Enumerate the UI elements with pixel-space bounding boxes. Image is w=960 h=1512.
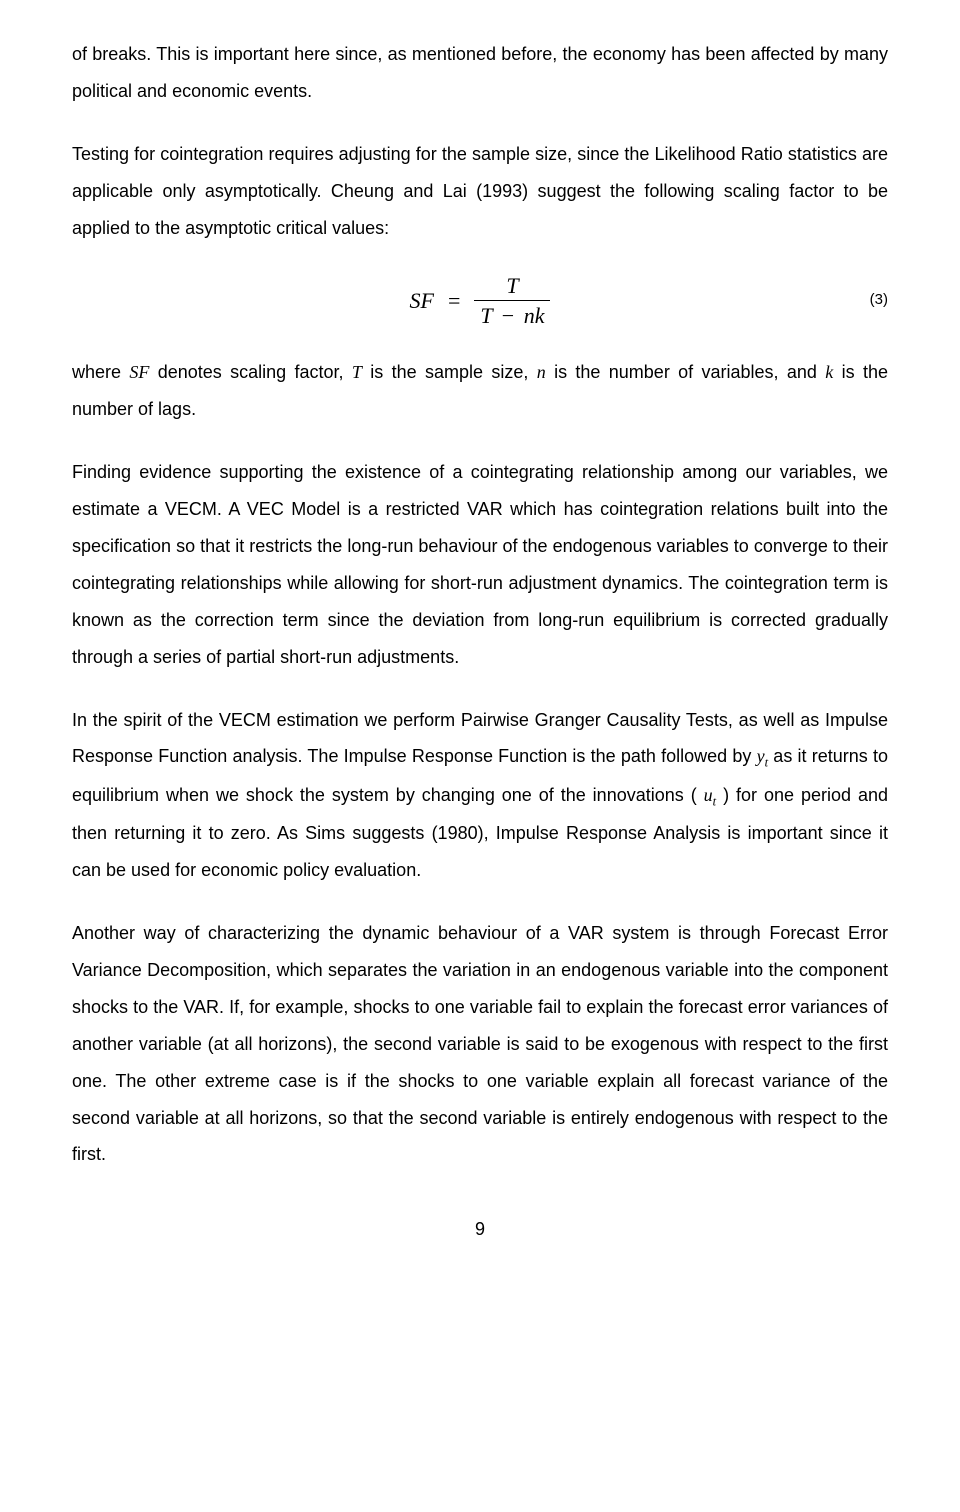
equation-label: (3)	[870, 285, 888, 316]
paragraph-1: of breaks. This is important here since,…	[72, 36, 888, 110]
paragraph-5: In the spirit of the VECM estimation we …	[72, 702, 888, 889]
var-T: T	[352, 362, 362, 382]
p3-text-d: is the number of variables, and	[546, 362, 826, 382]
p3-text-a: where	[72, 362, 129, 382]
eq-fraction-bar	[474, 300, 550, 301]
eq-denom-nk: nk	[524, 303, 545, 328]
eq-denominator: T − nk	[474, 303, 550, 328]
paragraph-6: Another way of characterizing the dynami…	[72, 915, 888, 1173]
eq-fraction: T T − nk	[474, 273, 550, 329]
equation-3-block: SF = T T − nk (3)	[72, 272, 888, 328]
paragraph-4: Finding evidence supporting the existenc…	[72, 454, 888, 675]
eq-denom-minus: −	[498, 303, 518, 328]
var-yt: y	[757, 746, 765, 766]
eq-denom-T: T	[480, 303, 492, 328]
paragraph-2: Testing for cointegration requires adjus…	[72, 136, 888, 247]
p3-text-c: is the sample size,	[362, 362, 537, 382]
eq-lhs: SF	[410, 278, 434, 323]
var-ut: u	[704, 785, 713, 805]
page-number: 9	[72, 1211, 888, 1248]
eq-equals: =	[448, 278, 460, 323]
eq-numerator: T	[500, 273, 524, 298]
var-n: n	[537, 362, 546, 382]
var-SF: SF	[129, 362, 149, 382]
equation-3: SF = T T − nk	[410, 273, 551, 329]
p3-text-b: denotes scaling factor,	[149, 362, 352, 382]
p5-open-paren	[697, 785, 704, 805]
paragraph-3: where SF denotes scaling factor, T is th…	[72, 354, 888, 428]
